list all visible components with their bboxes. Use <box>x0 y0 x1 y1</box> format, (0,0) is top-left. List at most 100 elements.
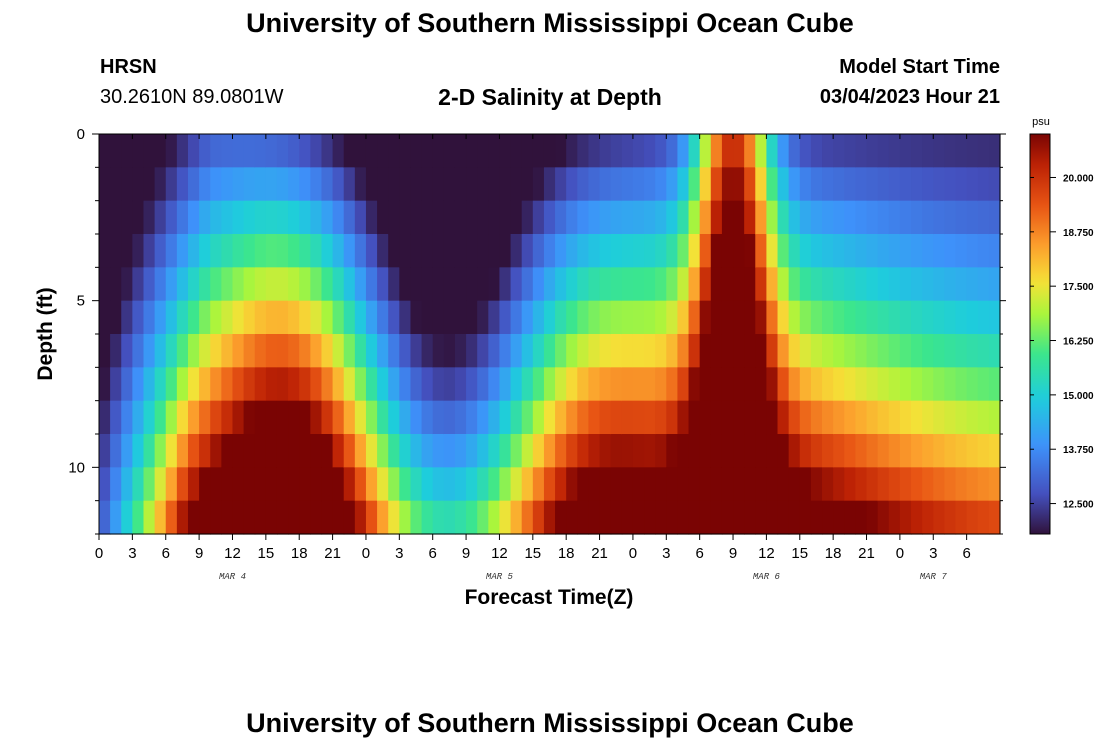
heatmap-cell <box>410 434 423 468</box>
heatmap-cell <box>755 234 767 268</box>
heatmap-cell <box>243 500 256 535</box>
x-tick-label: 21 <box>324 545 341 562</box>
heatmap-cell <box>432 134 445 168</box>
x-tick-label: 18 <box>825 545 842 562</box>
model-start-label: Model Start Time <box>839 56 1000 78</box>
heatmap-cell <box>799 467 812 502</box>
heatmap-cell <box>733 200 745 235</box>
heatmap-cell <box>777 467 790 502</box>
heatmap-cell <box>588 300 601 335</box>
heatmap-cell <box>121 367 133 402</box>
heatmap-cell <box>276 167 289 202</box>
heatmap-cell <box>555 267 567 302</box>
heatmap-cell <box>822 467 834 502</box>
heatmap-cell <box>388 167 400 202</box>
heatmap-cell <box>377 300 389 335</box>
heatmap-cell <box>332 500 345 535</box>
heatmap-cell <box>688 300 701 335</box>
heatmap-cell <box>877 500 890 535</box>
heatmap-cell <box>288 234 300 268</box>
heatmap-cell <box>922 334 934 368</box>
heatmap-cell <box>210 400 222 435</box>
heatmap-cell <box>521 134 534 168</box>
heatmap-cell <box>432 500 445 535</box>
heatmap-cell <box>632 300 645 335</box>
heatmap-cell <box>688 134 701 168</box>
heatmap-cell <box>410 334 423 368</box>
heatmap-cell <box>699 167 712 202</box>
heatmap-cell <box>777 300 790 335</box>
heatmap-cell <box>621 467 634 502</box>
heatmap-cell <box>632 267 645 302</box>
heatmap-cell <box>510 134 523 168</box>
heatmap-cell <box>855 467 868 502</box>
heatmap-cell <box>399 167 412 202</box>
heatmap-cell <box>877 167 890 202</box>
heatmap-cell <box>777 267 790 302</box>
heatmap-cell <box>543 300 556 335</box>
heatmap-cell <box>866 267 879 302</box>
x-axis: 0 3 6 9 12 15 18 21 0 3 6 9 12 15 18 21 0 3 6 9 12 15 18 21 0 3 6 M… <box>95 134 971 582</box>
heatmap-cell <box>566 500 578 535</box>
heatmap-cell <box>755 434 767 468</box>
heatmap-cell <box>243 200 256 235</box>
heatmap-cell <box>187 434 200 468</box>
heatmap-cell <box>488 434 501 468</box>
heatmap-cell <box>176 500 189 535</box>
heatmap-cell <box>243 267 256 302</box>
heatmap-cell <box>399 334 412 368</box>
heatmap-cell <box>555 400 567 435</box>
heatmap-cell <box>644 467 656 502</box>
heatmap-cell <box>599 167 612 202</box>
heatmap-cell <box>221 500 234 535</box>
heatmap-cell <box>454 500 467 535</box>
heatmap-cell <box>488 334 501 368</box>
heatmap-cell <box>132 300 145 335</box>
heatmap-cell <box>944 500 957 535</box>
heatmap-cell <box>432 334 445 368</box>
heatmap-cell <box>977 300 990 335</box>
heatmap-cell <box>110 367 122 402</box>
heatmap-cell <box>299 367 311 402</box>
heatmap-cell <box>532 400 545 435</box>
heatmap-cell <box>955 467 968 502</box>
heatmap-cell <box>310 434 323 468</box>
heatmap-cell <box>899 500 912 535</box>
heatmap-cell <box>566 434 578 468</box>
heatmap-cell <box>766 467 779 502</box>
heatmap-cell <box>677 167 690 202</box>
heatmap-cell <box>922 500 934 535</box>
heatmap-cell <box>855 200 868 235</box>
colorbar-tick-label: 17.500 <box>1063 282 1094 293</box>
heatmap-cell <box>666 234 679 268</box>
heatmap-cell <box>977 434 990 468</box>
heatmap-cell <box>888 334 901 368</box>
heatmap-cell <box>221 334 234 368</box>
heatmap-cell <box>187 267 200 302</box>
heatmap-cell <box>966 467 979 502</box>
heatmap-cell <box>199 334 211 368</box>
heatmap-cell <box>933 400 945 435</box>
heatmap-cell <box>466 300 478 335</box>
heatmap-cell <box>621 434 634 468</box>
heatmap-cell <box>755 400 767 435</box>
heatmap-cell <box>877 300 890 335</box>
model-start-value: 03/04/2023 Hour 21 <box>819 86 1000 108</box>
heatmap-cell <box>99 367 111 402</box>
heatmap-cell <box>388 434 400 468</box>
heatmap-cell <box>822 434 834 468</box>
heatmap-cell <box>288 367 300 402</box>
heatmap-cell <box>321 200 334 235</box>
heatmap-cell <box>866 200 879 235</box>
heatmap-cell <box>777 367 790 402</box>
heatmap-cell <box>99 234 111 268</box>
heatmap-cell <box>666 200 679 235</box>
heatmap-cell <box>532 367 545 402</box>
heatmap-cell <box>977 267 990 302</box>
heatmap-cell <box>365 400 378 435</box>
heatmap-cell <box>466 367 478 402</box>
heatmap-cell <box>199 500 211 535</box>
heatmap-cell <box>710 134 723 168</box>
heatmap-cell <box>966 400 979 435</box>
heatmap-cell <box>343 300 356 335</box>
